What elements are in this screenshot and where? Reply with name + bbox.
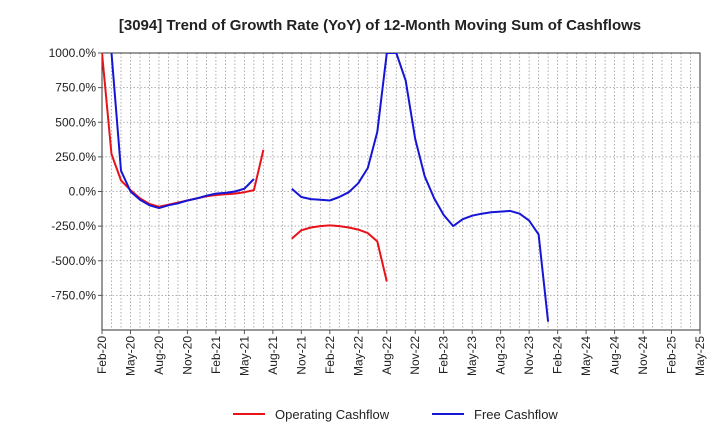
y-tick-label: -500.0% — [51, 254, 96, 268]
y-tick-label: 0.0% — [69, 185, 97, 199]
x-tick-label: Aug-22 — [380, 336, 394, 375]
x-tick-label: Nov-22 — [408, 336, 422, 375]
y-tick-label: 500.0% — [55, 115, 96, 129]
series-line-operating-cashflow — [291, 224, 388, 282]
x-tick-label: May-23 — [465, 336, 479, 376]
y-tick-label: 250.0% — [55, 150, 96, 164]
x-tick-label: May-24 — [579, 336, 593, 376]
x-tick-label: Feb-21 — [209, 336, 223, 374]
chart-title: [3094] Trend of Growth Rate (YoY) of 12-… — [119, 17, 641, 34]
x-tick-label: Feb-25 — [665, 336, 679, 374]
x-tick-label: Aug-23 — [494, 336, 508, 375]
x-tick-label: Feb-20 — [95, 336, 109, 374]
x-tick-label: Nov-24 — [636, 336, 650, 375]
x-tick-label: Nov-23 — [522, 336, 536, 375]
x-tick-label: Feb-23 — [437, 336, 451, 374]
y-axis: 1000.0% 750.0% 500.0% 250.0% 0.0% -250.0% -500… — [49, 46, 102, 302]
y-tick-label: -250.0% — [51, 219, 96, 233]
legend-label: Free Cashflow — [474, 407, 558, 422]
x-axis: Feb-20 May-20 Aug-20 Nov-20 Feb-21 May-21 Aug-… — [95, 330, 707, 376]
x-tick-label: Nov-20 — [180, 336, 194, 375]
x-tick-label: May-21 — [237, 336, 251, 376]
y-tick-label: 750.0% — [55, 81, 96, 95]
y-tick-label: -750.0% — [51, 288, 96, 302]
x-tick-label: May-22 — [351, 336, 365, 376]
series-line-free-cashflow — [291, 53, 550, 322]
legend: Operating Cashflow Free Cashflow — [233, 407, 558, 422]
series-line-free-cashflow — [110, 53, 255, 210]
x-tick-label: Feb-22 — [323, 336, 337, 374]
plot-area — [101, 52, 701, 331]
legend-label: Operating Cashflow — [275, 407, 390, 422]
x-tick-label: Aug-21 — [266, 336, 280, 375]
x-tick-label: Nov-21 — [294, 336, 308, 375]
x-tick-label: Aug-20 — [152, 336, 166, 375]
x-tick-label: Feb-24 — [551, 336, 565, 374]
x-tick-label: May-25 — [693, 336, 707, 376]
x-tick-label: May-20 — [123, 336, 137, 376]
series-layer — [102, 53, 550, 322]
y-tick-label: 1000.0% — [49, 46, 97, 60]
x-tick-label: Aug-24 — [608, 336, 622, 375]
